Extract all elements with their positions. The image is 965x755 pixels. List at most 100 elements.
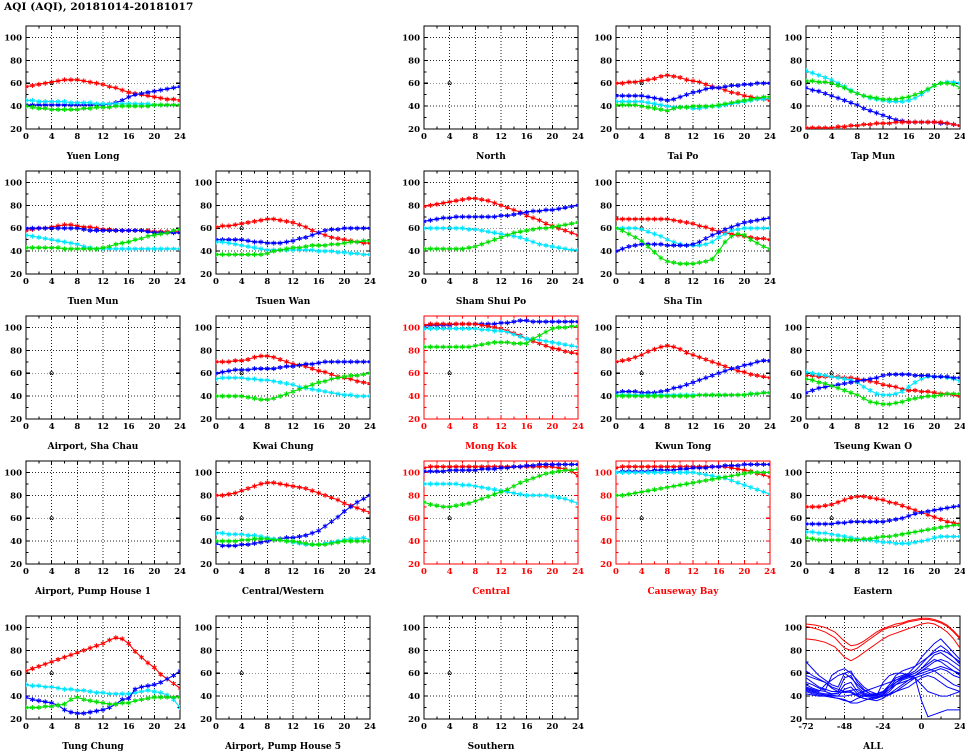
chart-panel-southern: 0 4 8 12 16 20 24 20 40 60 80 100 Southern [398,608,584,752]
svg-text:16: 16 [313,422,325,432]
svg-text:100: 100 [784,468,802,478]
plot-area: 0 4 8 12 16 20 24 20 40 60 80 100 [784,25,965,142]
svg-text:60: 60 [200,369,212,379]
series-markers-red [26,77,180,103]
panel-title: Central [472,587,510,597]
svg-text:8: 8 [472,722,478,732]
plot-area: -72 -48 -24 0 24 20 40 60 80 100 [784,615,965,732]
svg-text:0: 0 [803,567,809,577]
svg-text:80: 80 [10,201,22,211]
svg-text:16: 16 [713,567,725,577]
svg-text:20: 20 [338,277,350,287]
svg-text:80: 80 [408,646,420,656]
svg-text:80: 80 [790,346,802,356]
svg-text:60: 60 [200,514,212,524]
page-title: AQI (AQI), 20181014-20181017 [4,1,194,13]
svg-text:20: 20 [738,567,750,577]
svg-text:16: 16 [713,132,725,142]
series-markers-blue [216,359,370,376]
svg-text:16: 16 [313,722,325,732]
series-markers-green [26,226,180,252]
svg-text:100: 100 [4,323,22,333]
panel-title: North [476,152,506,162]
panel-title: Tsuen Wan [255,297,311,307]
svg-text:4: 4 [447,722,453,732]
plot-area: 0 4 8 12 16 20 24 20 40 60 80 100 [402,615,584,732]
all-series-red-2 [806,618,960,651]
svg-text:20: 20 [928,422,940,432]
svg-text:0: 0 [803,132,809,142]
svg-text:4: 4 [447,132,453,142]
series-markers-green [216,536,370,548]
svg-text:20: 20 [790,715,802,725]
svg-text:0: 0 [613,132,619,142]
svg-text:20: 20 [10,715,22,725]
svg-text:20: 20 [408,715,420,725]
svg-text:80: 80 [408,56,420,66]
svg-text:16: 16 [713,277,725,287]
svg-text:4: 4 [239,422,245,432]
plot-area: 0 4 8 12 16 20 24 20 40 60 80 100 [784,315,965,432]
svg-text:8: 8 [472,567,478,577]
series-markers-blue [216,225,370,246]
svg-text:4: 4 [829,422,835,432]
all-series-red-1 [806,617,960,647]
svg-text:-48: -48 [837,722,852,732]
chart-panel-tai-po: 0 4 8 12 16 20 24 20 40 60 80 100 Tai Po [590,18,776,162]
svg-text:4: 4 [447,277,453,287]
svg-text:8: 8 [664,132,670,142]
svg-text:60: 60 [10,79,22,89]
svg-text:100: 100 [784,323,802,333]
svg-text:60: 60 [408,224,420,234]
svg-text:40: 40 [10,537,22,547]
chart-panel-mong-kok: 0 4 8 12 16 20 24 20 40 60 80 100 Mong Kok [398,308,584,452]
svg-text:4: 4 [829,567,835,577]
panel-title: Airport, Pump House 1 [34,587,152,597]
svg-text:4: 4 [639,422,645,432]
svg-text:20: 20 [10,270,22,280]
svg-text:0: 0 [213,567,219,577]
svg-text:40: 40 [408,692,420,702]
svg-text:80: 80 [408,346,420,356]
svg-text:100: 100 [784,623,802,633]
svg-text:0: 0 [421,722,427,732]
svg-text:80: 80 [10,646,22,656]
svg-text:100: 100 [594,178,612,188]
series-markers-blue [424,461,578,474]
svg-text:4: 4 [239,567,245,577]
svg-text:20: 20 [928,132,940,142]
svg-text:24: 24 [954,722,965,732]
svg-text:12: 12 [687,132,699,142]
svg-text:24: 24 [364,722,376,732]
svg-text:8: 8 [74,567,80,577]
svg-text:12: 12 [877,567,889,577]
svg-text:20: 20 [338,722,350,732]
svg-text:60: 60 [200,669,212,679]
svg-text:100: 100 [194,178,212,188]
series-markers-red [424,321,578,357]
series-markers-green [424,220,578,252]
svg-text:24: 24 [174,422,186,432]
svg-text:100: 100 [594,33,612,43]
svg-text:20: 20 [200,715,212,725]
chart-panel-sha-tin: 0 4 8 12 16 20 24 20 40 60 80 100 Sha Tin [590,163,776,307]
svg-text:60: 60 [600,514,612,524]
chart-panel-kwai-chung: 0 4 8 12 16 20 24 20 40 60 80 100 Kwai Chung [190,308,376,452]
svg-text:20: 20 [408,270,420,280]
svg-text:60: 60 [200,224,212,234]
plot-area: 0 4 8 12 16 20 24 20 40 60 80 100 [4,25,186,142]
svg-text:24: 24 [174,132,186,142]
svg-text:20: 20 [546,722,558,732]
svg-text:0: 0 [421,277,427,287]
svg-text:16: 16 [313,277,325,287]
panel-title: Tuen Mun [67,297,119,307]
svg-text:100: 100 [784,33,802,43]
svg-text:24: 24 [572,567,584,577]
svg-text:20: 20 [546,277,558,287]
svg-text:20: 20 [928,567,940,577]
svg-text:80: 80 [790,56,802,66]
svg-text:24: 24 [174,722,186,732]
svg-text:60: 60 [10,224,22,234]
svg-text:80: 80 [10,346,22,356]
all-series-blue-12 [806,668,960,702]
